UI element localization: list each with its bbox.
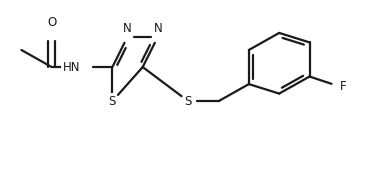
Text: S: S bbox=[109, 95, 116, 108]
Text: N: N bbox=[123, 22, 132, 35]
Text: S: S bbox=[185, 95, 192, 108]
Text: O: O bbox=[47, 16, 56, 29]
Text: N: N bbox=[154, 22, 162, 35]
Text: HN: HN bbox=[63, 61, 80, 74]
Text: F: F bbox=[340, 79, 346, 93]
